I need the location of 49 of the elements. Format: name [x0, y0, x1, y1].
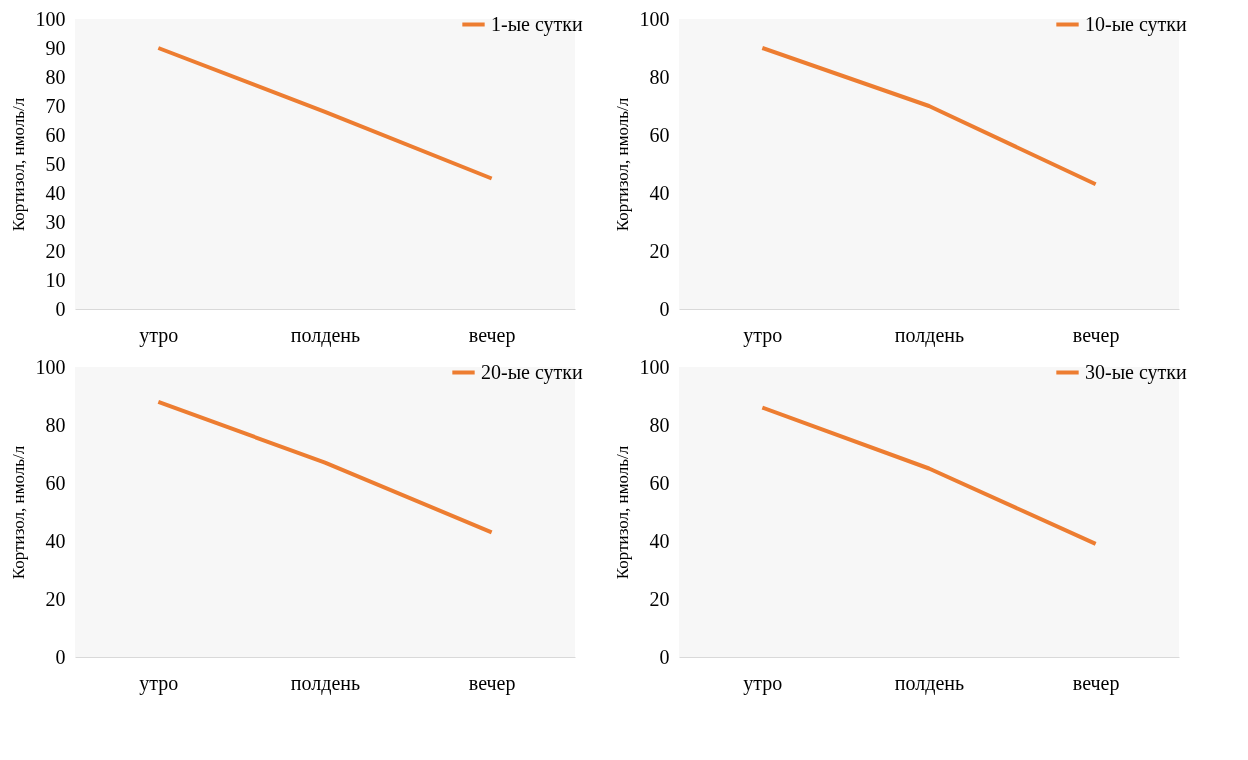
y-axis-title: Кортизол, нмоль/л — [8, 445, 28, 580]
y-tick-label: 20 — [649, 239, 670, 262]
y-tick-label: 0 — [55, 645, 66, 668]
y-tick-label: 80 — [45, 413, 66, 436]
y-tick-label: 40 — [649, 181, 670, 204]
y-tick-label: 20 — [649, 587, 670, 610]
x-tick-label: полдень — [894, 671, 965, 695]
y-tick-label: 60 — [45, 471, 66, 494]
y-tick-label: 80 — [649, 65, 670, 88]
x-tick-label: утро — [743, 671, 783, 695]
x-tick-label: вечер — [1072, 671, 1120, 695]
y-tick-label: 40 — [649, 529, 670, 552]
legend-label: 30-ые сутки — [1085, 360, 1188, 384]
y-tick-label: 30 — [45, 210, 66, 233]
x-tick-label: вечер — [468, 671, 516, 695]
y-tick-label: 0 — [659, 297, 670, 320]
y-tick-label: 60 — [649, 123, 670, 146]
y-tick-label: 60 — [45, 123, 66, 146]
legend-label: 10-ые сутки — [1085, 12, 1188, 36]
y-axis-title: Кортизол, нмоль/л — [612, 445, 632, 580]
y-tick-label: 100 — [639, 7, 670, 30]
y-tick-label: 20 — [45, 587, 66, 610]
x-tick-label: вечер — [468, 323, 516, 347]
x-tick-label: утро — [139, 671, 179, 695]
y-tick-label: 40 — [45, 181, 66, 204]
y-tick-label: 100 — [35, 355, 66, 378]
legend-label: 20-ые сутки — [481, 360, 584, 384]
y-tick-label: 90 — [45, 36, 66, 59]
y-tick-label: 70 — [45, 94, 66, 117]
x-tick-label: утро — [743, 323, 783, 347]
y-axis-title: Кортизол, нмоль/л — [612, 97, 632, 232]
x-tick-label: полдень — [290, 323, 361, 347]
y-tick-label: 40 — [45, 529, 66, 552]
y-tick-label: 50 — [45, 152, 66, 175]
x-tick-label: полдень — [894, 323, 965, 347]
x-tick-label: полдень — [290, 671, 361, 695]
y-tick-label: 0 — [659, 645, 670, 668]
y-tick-label: 10 — [45, 268, 66, 291]
y-tick-label: 20 — [45, 239, 66, 262]
y-tick-label: 100 — [639, 355, 670, 378]
y-tick-label: 0 — [55, 297, 66, 320]
y-tick-label: 100 — [35, 7, 66, 30]
x-tick-label: утро — [139, 323, 179, 347]
y-tick-label: 80 — [649, 413, 670, 436]
y-axis-title: Кортизол, нмоль/л — [8, 97, 28, 232]
y-tick-label: 60 — [649, 471, 670, 494]
legend-label: 1-ые сутки — [491, 12, 584, 36]
y-tick-label: 80 — [45, 65, 66, 88]
x-tick-label: вечер — [1072, 323, 1120, 347]
